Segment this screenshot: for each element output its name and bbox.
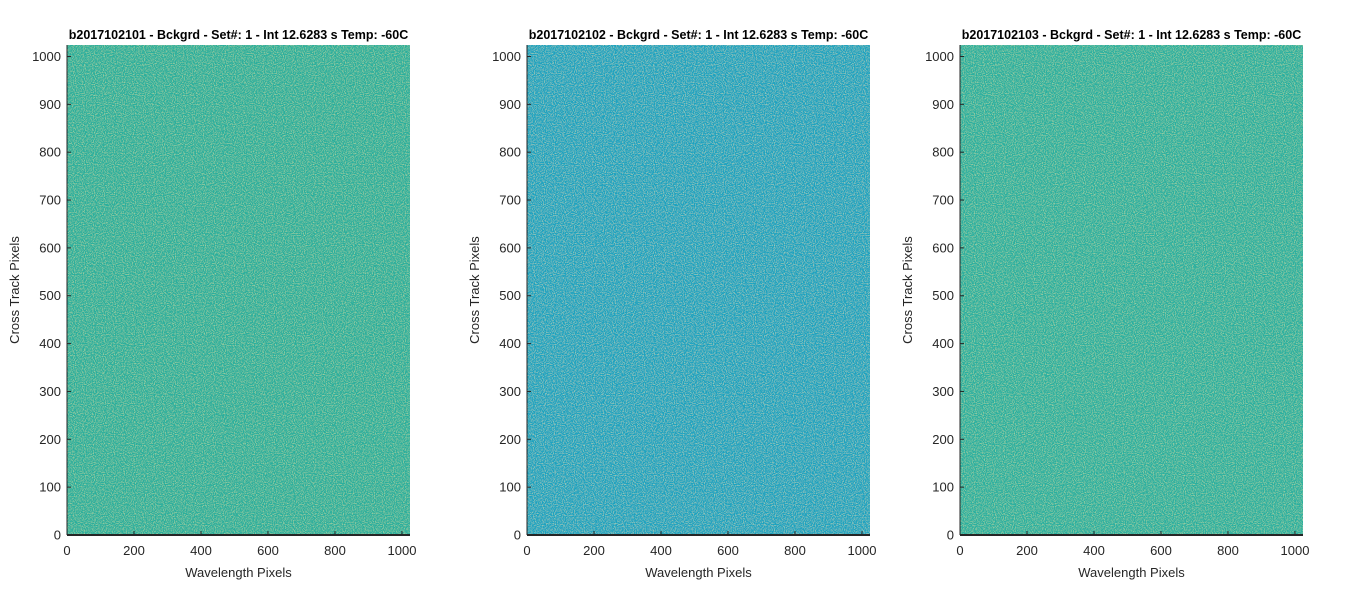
y-tick-label: 200 [932,432,954,447]
y-tick-label: 800 [499,145,521,160]
x-tick-label: 1000 [848,543,877,558]
x-tick-label: 200 [1016,543,1038,558]
y-tick-label: 700 [499,193,521,208]
x-tick-label: 0 [523,543,530,558]
x-tick-label: 0 [956,543,963,558]
heatmap-image [960,45,1303,535]
y-tick-label: 200 [499,432,521,447]
y-tick-label: 900 [39,97,61,112]
y-tick-label: 400 [499,336,521,351]
x-tick-label: 200 [123,543,145,558]
y-tick-label: 1000 [32,49,61,64]
heatmap-image [527,45,870,535]
chart-title: b2017102101 - Bckgrd - Set#: 1 - Int 12.… [69,28,409,42]
x-tick-label: 400 [190,543,212,558]
x-tick-label: 400 [1083,543,1105,558]
x-tick-label: 800 [324,543,346,558]
y-tick-label: 600 [932,240,954,255]
heatmap-image [67,45,410,535]
chart-title: b2017102102 - Bckgrd - Set#: 1 - Int 12.… [529,28,869,42]
y-tick-label: 400 [932,336,954,351]
y-tick-label: 0 [947,528,954,543]
y-tick-label: 0 [514,528,521,543]
x-tick-label: 800 [784,543,806,558]
x-tick-label: 800 [1217,543,1239,558]
x-tick-label: 600 [717,543,739,558]
chart-panel-3: b2017102103 - Bckgrd - Set#: 1 - Int 12.… [900,28,1309,580]
x-tick-label: 400 [650,543,672,558]
x-axis-label: Wavelength Pixels [185,565,292,580]
x-tick-label: 600 [1150,543,1172,558]
x-axis-label: Wavelength Pixels [645,565,752,580]
y-tick-label: 1000 [925,49,954,64]
x-tick-label: 200 [583,543,605,558]
y-tick-label: 100 [499,480,521,495]
y-tick-label: 300 [932,384,954,399]
y-tick-label: 600 [499,240,521,255]
y-axis-label: Cross Track Pixels [467,236,482,344]
y-tick-label: 500 [932,288,954,303]
y-tick-label: 800 [932,145,954,160]
y-tick-label: 500 [499,288,521,303]
y-tick-label: 900 [932,97,954,112]
y-tick-label: 200 [39,432,61,447]
y-tick-label: 800 [39,145,61,160]
chart-panel-2: b2017102102 - Bckgrd - Set#: 1 - Int 12.… [467,28,876,580]
chart-title: b2017102103 - Bckgrd - Set#: 1 - Int 12.… [962,28,1302,42]
x-tick-label: 1000 [1281,543,1310,558]
x-tick-label: 600 [257,543,279,558]
y-tick-label: 100 [932,480,954,495]
y-tick-label: 700 [39,193,61,208]
x-tick-label: 1000 [388,543,417,558]
y-tick-label: 300 [39,384,61,399]
y-tick-label: 700 [932,193,954,208]
y-tick-label: 100 [39,480,61,495]
chart-panel-1: b2017102101 - Bckgrd - Set#: 1 - Int 12.… [7,28,416,580]
y-tick-label: 500 [39,288,61,303]
y-axis-label: Cross Track Pixels [900,236,915,344]
y-tick-label: 900 [499,97,521,112]
x-tick-label: 0 [63,543,70,558]
y-tick-label: 1000 [492,49,521,64]
y-tick-label: 300 [499,384,521,399]
y-tick-label: 600 [39,240,61,255]
y-tick-label: 400 [39,336,61,351]
x-axis-label: Wavelength Pixels [1078,565,1185,580]
y-axis-label: Cross Track Pixels [7,236,22,344]
y-tick-label: 0 [54,528,61,543]
